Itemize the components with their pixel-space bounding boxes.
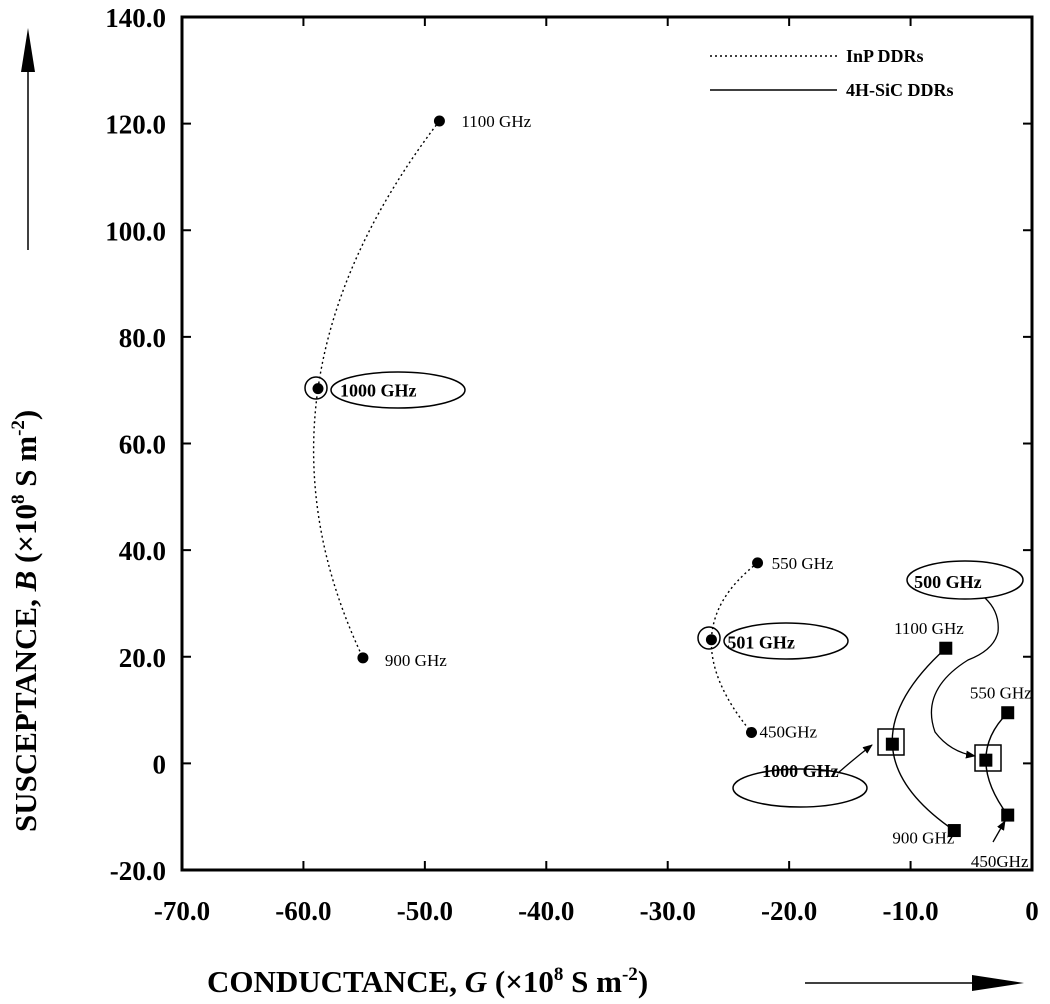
data-point (939, 641, 953, 655)
x-axis-title-group: CONDUCTANCE, G (×108 S m-2) (207, 964, 1024, 999)
series-line-0 (312, 120, 440, 659)
y-tick-label: 60.0 (119, 430, 166, 460)
arrow-sic-1000 (837, 744, 873, 774)
point-label: 900 GHz (892, 829, 954, 848)
x-tick-label: -10.0 (882, 896, 938, 926)
point-label: 900 GHz (385, 651, 447, 670)
x-tick-label: -40.0 (518, 896, 574, 926)
point-labels: 1100 GHz 1000 GHz 900 GHz 550 GHz 501 GHz 450… (340, 112, 1032, 871)
point-label: 1000 GHz (340, 381, 417, 401)
x-tick-label: -60.0 (275, 896, 331, 926)
series-curves (312, 120, 1009, 832)
y-tick-label: 40.0 (119, 536, 166, 566)
y-tick-labels: -20.0 0 20.0 40.0 60.0 80.0 100.0 120.0 140.0 (105, 3, 166, 886)
data-point (433, 115, 445, 127)
x-tick-label: -50.0 (397, 896, 453, 926)
label-ellipse-sic-1000 (732, 768, 868, 808)
legend-label-inp: InP DDRs (846, 46, 924, 66)
series-line-2 (891, 647, 955, 832)
data-point (746, 726, 757, 738)
data-point (312, 383, 324, 395)
data-point (705, 634, 717, 646)
point-label: 501 GHz (727, 633, 795, 653)
point-label: 450GHz (760, 722, 818, 741)
legend: InP DDRs 4H-SiC DDRs (710, 46, 954, 100)
y-tick-label: 80.0 (119, 323, 166, 353)
highlight-box-sic-1000 (877, 728, 905, 756)
point-label: 550 GHz (970, 684, 1032, 703)
data-point (947, 824, 961, 838)
arrow-sic-500 (930, 597, 999, 759)
point-label: 450GHz (971, 852, 1029, 871)
data-point (357, 652, 369, 664)
point-label: 1100 GHz (894, 619, 964, 638)
x-tick-label: -70.0 (154, 896, 210, 926)
arrow-sic-450 (992, 820, 1006, 843)
x-tick-label: -30.0 (640, 896, 696, 926)
data-point (1001, 706, 1015, 720)
x-axis-title: CONDUCTANCE, G (×108 S m-2) (207, 964, 648, 999)
y-tick-label: 100.0 (105, 216, 166, 246)
data-point (979, 753, 993, 767)
label-ellipse-sic-500 (906, 560, 1024, 600)
highlight-ring-inp-1000 (304, 376, 328, 400)
data-point (1001, 808, 1015, 822)
series-line-1 (710, 562, 758, 733)
highlight-ring-inp-501 (697, 626, 721, 650)
y-axis-title-group: SUSCEPTANCE, B (×108 S m-2) (8, 28, 43, 832)
x-tick-labels: -70.0 -60.0 -50.0 -40.0 -30.0 -20.0 -10.0 0 (154, 896, 1039, 926)
point-label: 550 GHz (772, 554, 834, 573)
label-ellipse-inp-1000 (330, 371, 466, 409)
x-tick-label: -20.0 (761, 896, 817, 926)
point-callouts (304, 371, 1024, 843)
y-tick-label: 0 (153, 749, 167, 779)
point-label: 500 GHz (914, 572, 982, 592)
x-axis-arrow-icon (972, 975, 1024, 991)
point-label: 1000 GHz (762, 761, 839, 781)
y-tick-label: -20.0 (110, 856, 166, 886)
y-axis-title: SUSCEPTANCE, B (×108 S m-2) (8, 410, 43, 832)
point-label: 1100 GHz (461, 112, 531, 131)
data-point (752, 557, 764, 569)
label-ellipse-inp-501 (723, 622, 849, 660)
y-tick-label: 120.0 (105, 110, 166, 140)
series-markers (312, 115, 1015, 838)
y-tick-label: 140.0 (105, 3, 166, 33)
tick-marks (181, 16, 1033, 871)
x-tick-label: 0 (1025, 896, 1039, 926)
y-tick-label: 20.0 (119, 643, 166, 673)
legend-label-sic: 4H-SiC DDRs (846, 80, 954, 100)
y-axis-arrow-icon (21, 28, 35, 72)
data-point (885, 737, 899, 751)
